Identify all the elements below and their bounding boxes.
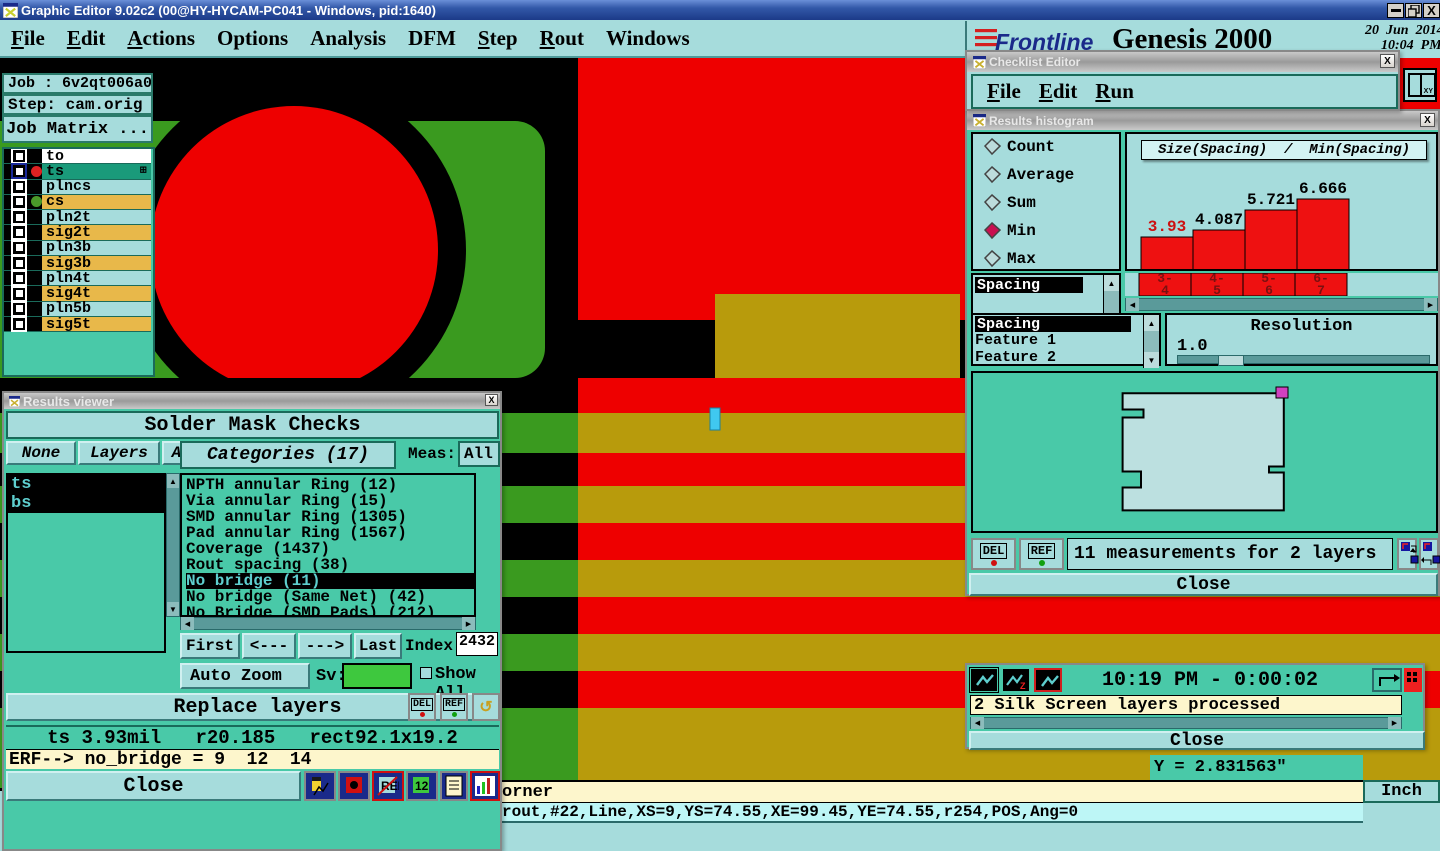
svg-text:6.666: 6.666: [1299, 180, 1347, 198]
svg-text:12: 12: [415, 779, 429, 793]
svg-text:4.087: 4.087: [1195, 211, 1243, 229]
svg-text:5.721: 5.721: [1247, 191, 1295, 209]
svg-text:3.93: 3.93: [1148, 218, 1186, 236]
svg-text:Z: Z: [1020, 681, 1026, 691]
